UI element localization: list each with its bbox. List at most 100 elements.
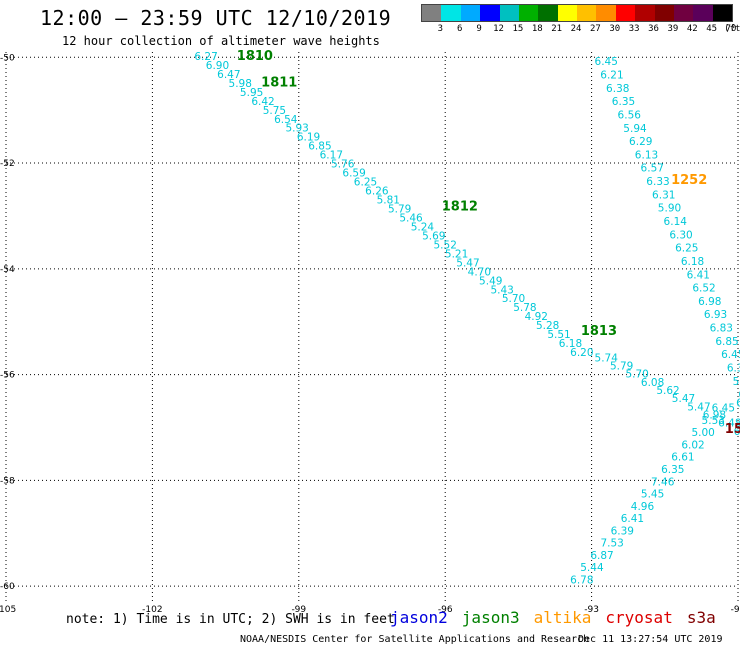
wave-height-value: 6.08 [641,377,664,389]
wave-height-value: 6.42 [251,96,274,108]
wave-height-value: 5.00 [691,427,714,439]
wave-height-value: 5.98 [229,78,252,90]
wave-height-value: 6.21 [600,70,623,82]
wave-height-value: 6.41 [687,269,710,281]
wave-height-value: 6.31 [727,362,740,374]
legend-label: 42 [686,24,698,34]
y-tick-label: -58 [0,476,15,486]
legend-label: 6 [457,24,463,34]
wave-height-value: 6.20 [738,389,740,401]
satellite-name: jason2 [390,608,448,627]
wave-height-value: 4.70 [468,266,491,278]
legend-label: 24 [570,24,582,34]
wave-height-value: 5.49 [479,275,502,287]
legend-swatch [480,5,500,21]
wave-height-value: 5.46 [399,212,423,224]
credit-line: NOAA/NESDIS Center for Satellite Applica… [240,634,590,645]
wave-height-value: 6.26 [365,186,389,198]
legend-swatch [635,5,655,21]
wave-height-value: 5.53 [702,415,725,427]
y-tick-label: -52 [0,159,15,169]
wave-height-value: 5.90 [658,203,681,215]
wave-height-value: 6.52 [692,283,715,295]
wave-height-value: 6.79 [736,397,740,409]
wave-height-value: 6.78 [570,574,593,586]
wave-height-value: 6.87 [590,550,613,562]
legend-swatch [499,5,519,21]
wave-height-value: 6.98 [698,296,721,308]
wave-height-value: 6.54 [274,114,298,126]
wave-height-value: 6.85 [308,141,331,153]
wave-height-value: 5.81 [377,195,400,207]
wave-height-value: 5.51 [547,329,570,341]
wave-height-value: 6.41 [621,513,644,525]
legend-swatch [538,5,558,21]
x-tick-label: -90 [731,605,740,615]
satellite-name: jason3 [461,608,520,627]
legend-label: 15 [512,24,524,34]
wave-height-value: 5.74 [595,352,619,364]
legend-swatch [441,5,461,21]
legend-swatch [712,5,732,21]
wave-height-value: 6.13 [635,149,658,161]
wave-height-value: 6.59 [342,168,365,180]
wave-height-value: 6.57 [641,163,664,175]
wave-height-value: 5.28 [536,320,559,332]
wave-height-value: 6.33 [646,176,669,188]
wave-height-value: 5.47 [456,257,479,269]
legend-label: 3 [437,24,444,34]
wave-height-value: 5.70 [502,293,525,305]
wave-height-value: 6.18 [681,256,704,268]
legend-swatch [615,5,636,21]
wave-height-value: 5.79 [388,203,411,215]
wave-height-value: 5.78 [513,302,536,314]
wave-height-value: 5.43 [490,284,513,296]
wave-height-value: 5.79 [610,361,633,373]
wave-height-value: 6.25 [354,177,377,189]
legend-label: 70 [725,24,737,34]
wave-height-value: 6.30 [669,229,692,241]
wave-height-value: 5.69 [422,230,445,242]
wave-height-value: 6.38 [606,83,629,95]
wave-height-value: 6.27 [194,51,217,63]
legend-swatch [422,5,442,21]
wave-height-value: 5.47 [672,393,695,405]
generation-timestamp: Dec 11 13:27:54 UTC 2019 [578,634,723,645]
legend-swatches [421,4,733,22]
wave-height-value: 5.47 [687,401,710,413]
pass-label: 1813 [581,324,617,339]
wave-height-value: 6.90 [206,60,229,72]
wave-height-value: 6.02 [681,439,704,451]
x-tick-label: -99 [291,605,306,615]
legend-swatch [654,5,674,21]
wave-height-value: 6.29 [629,136,652,148]
x-tick-label: -102 [142,605,162,615]
wave-height-value: 6.35 [661,464,684,476]
wave-height-value: 6.47 [217,69,240,81]
satellite-name: altika [533,608,592,627]
wave-height-value: 6.61 [671,452,694,464]
legend-label: 33 [628,24,640,34]
pass-label: 1252 [671,173,707,188]
legend-label: 30 [609,24,621,34]
legend-swatch [557,5,577,21]
legend-label: 12 [493,24,504,34]
wave-height-value: 6.45 [734,426,740,438]
legend-label: 18 [531,24,543,34]
wave-height-value: 6.85 [715,336,738,348]
wave-height-value: 7.53 [600,538,623,550]
pass-label: 1812 [442,200,478,215]
wave-height-value: 6.20 [570,347,593,359]
legend-swatch [577,5,597,21]
wave-height-value: 6.18 [559,338,582,350]
x-tick-label: -96 [438,605,453,615]
legend-label: 27 [589,24,601,34]
legend-label: 39 [667,24,679,34]
wave-height-value: 4.92 [525,311,548,323]
y-tick-label: -60 [0,582,15,592]
x-tick-label: -105 [0,605,16,615]
satellite-name: s3a [686,608,716,627]
wave-height-value: 6.93 [704,309,727,321]
satellite-legend: jason2 jason3 altika cryosat s3a [390,608,730,627]
wave-height-value: 5.76 [331,159,355,171]
